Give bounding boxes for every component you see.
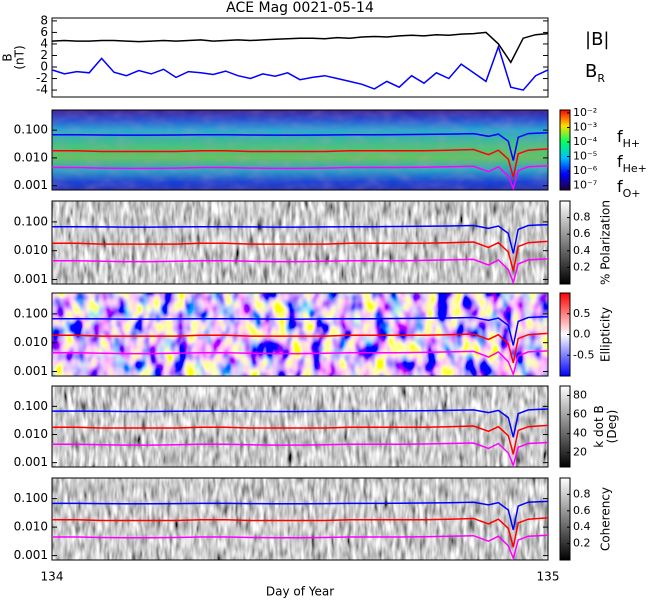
colorbar-tick-label: 20: [573, 446, 587, 459]
colorbar-tick-label: 0.6: [573, 227, 591, 240]
colorbar-tick-label: 0.8: [573, 487, 591, 500]
colorbar: [559, 477, 571, 561]
y-tick-label: 6: [40, 25, 48, 39]
colorbar-label: k dot B: [592, 405, 606, 447]
legend-entry: fHe+: [617, 152, 647, 175]
y-tick-label: 0.010: [14, 335, 48, 349]
y-tick-label: 0.010: [14, 427, 48, 441]
plot-frame: [51, 292, 549, 377]
y-tick-label: 0.010: [14, 150, 48, 164]
series-line: [52, 424, 549, 455]
y-tick-label: 2: [40, 48, 48, 62]
plot-frame: [51, 200, 549, 285]
legend-entry: |B|: [585, 29, 609, 50]
series-line: [51, 31, 549, 64]
colorbar-tick-label: 10⁻⁶: [573, 164, 598, 177]
y-tick-label: 0.010: [14, 243, 48, 257]
colorbar-label: (Deg): [605, 410, 619, 444]
series-line: [51, 44, 549, 91]
y-axis-label: (nT): [13, 45, 27, 69]
y-tick-label: 0.001: [14, 364, 48, 378]
y-tick-label: 0.001: [14, 178, 48, 192]
colorbar-tick-label: 10⁻⁷: [573, 179, 597, 192]
x-tick-label: 134: [41, 570, 64, 584]
y-tick-label: 0.010: [14, 520, 48, 534]
colorbar-tick-label: 0.2: [573, 537, 591, 550]
series-line: [52, 441, 549, 468]
series-line: [52, 350, 549, 377]
chart-title: ACE Mag 0021-05-14: [226, 0, 374, 16]
colorbar: [559, 109, 571, 191]
y-tick-label: 0.100: [14, 214, 48, 228]
series-line: [52, 500, 549, 531]
series-line: [52, 258, 549, 285]
series-line: [52, 315, 549, 346]
colorbar-tick-label: 10⁻⁴: [573, 135, 598, 148]
colorbar-tick-label: 0.4: [573, 244, 591, 257]
colorbar-tick-label: 60: [573, 408, 587, 421]
colorbar-label: % Polarization: [599, 200, 613, 285]
y-tick-label: -2: [36, 71, 48, 85]
y-tick-label: 0.100: [14, 399, 48, 413]
colorbar: [559, 385, 571, 468]
colorbar-tick-label: 0.8: [573, 211, 591, 224]
colorbar-tick-label: 0.4: [573, 520, 591, 533]
colorbar: [559, 200, 571, 285]
y-tick-label: 0.100: [14, 306, 48, 320]
colorbar-tick-label: 0.0: [573, 328, 591, 341]
colorbar-tick-label: 80: [573, 389, 587, 402]
y-tick-label: 0.100: [14, 491, 48, 505]
series-line: [52, 223, 549, 254]
colorbar-label: Coherency: [599, 487, 613, 551]
series-line: [52, 408, 549, 438]
colorbar-tick-label: 0.5: [573, 307, 591, 320]
series-line: [52, 132, 549, 161]
series-line: [52, 534, 549, 561]
y-tick-label: 0: [40, 60, 48, 74]
series-line: [52, 148, 549, 178]
series-line: [52, 165, 549, 191]
x-axis-label: Day of Year: [266, 585, 334, 599]
y-axis-label: B: [1, 53, 15, 61]
plot-frame: [51, 477, 549, 561]
y-tick-label: 0.100: [14, 123, 48, 137]
plot-frame: [51, 109, 549, 191]
colorbar-tick-label: 0.6: [573, 504, 591, 517]
colorbar-tick-label: -0.5: [573, 348, 594, 361]
colorbar-tick-label: 40: [573, 427, 587, 440]
y-tick-label: 0.001: [14, 455, 48, 469]
plot-frame: [51, 17, 549, 98]
y-tick-label: -4: [36, 83, 48, 97]
y-tick-label: 8: [40, 13, 48, 27]
y-tick-label: 0.001: [14, 272, 48, 286]
legend-entry: BR: [585, 61, 605, 85]
plot-frame: [51, 385, 549, 468]
colorbar-tick-label: 10⁻²: [573, 106, 597, 119]
y-tick-label: 0.001: [14, 548, 48, 562]
legend-entry: fH+: [617, 127, 640, 150]
series-line: [52, 517, 549, 548]
series-line: [52, 332, 549, 364]
colorbar-label: Ellipticity: [599, 307, 613, 362]
colorbar-tick-label: 0.2: [573, 260, 591, 273]
x-tick-label: 135: [537, 570, 560, 584]
colorbar-tick-label: 10⁻⁵: [573, 150, 597, 163]
series-line: [52, 240, 549, 272]
colorbar-tick-label: 10⁻³: [573, 120, 597, 133]
y-tick-label: 4: [40, 36, 48, 50]
legend-entry: fO+: [617, 177, 641, 200]
